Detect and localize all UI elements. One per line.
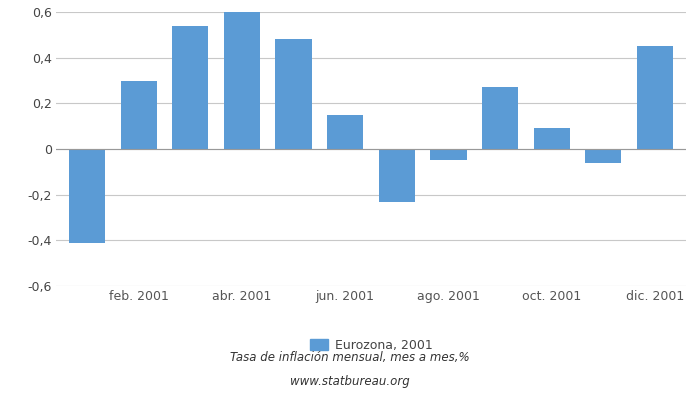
Text: Tasa de inflación mensual, mes a mes,%: Tasa de inflación mensual, mes a mes,%	[230, 352, 470, 364]
Text: www.statbureau.org: www.statbureau.org	[290, 376, 410, 388]
Bar	[482, 87, 518, 149]
Bar	[430, 149, 466, 160]
Bar	[69, 149, 105, 243]
Bar	[637, 46, 673, 149]
Bar	[585, 149, 622, 163]
Bar	[533, 128, 570, 149]
Bar	[172, 26, 209, 149]
Bar	[276, 39, 312, 149]
Legend: Eurozona, 2001: Eurozona, 2001	[309, 339, 433, 352]
Bar	[379, 149, 415, 202]
Bar	[120, 80, 157, 149]
Bar	[224, 12, 260, 149]
Bar	[327, 115, 363, 149]
